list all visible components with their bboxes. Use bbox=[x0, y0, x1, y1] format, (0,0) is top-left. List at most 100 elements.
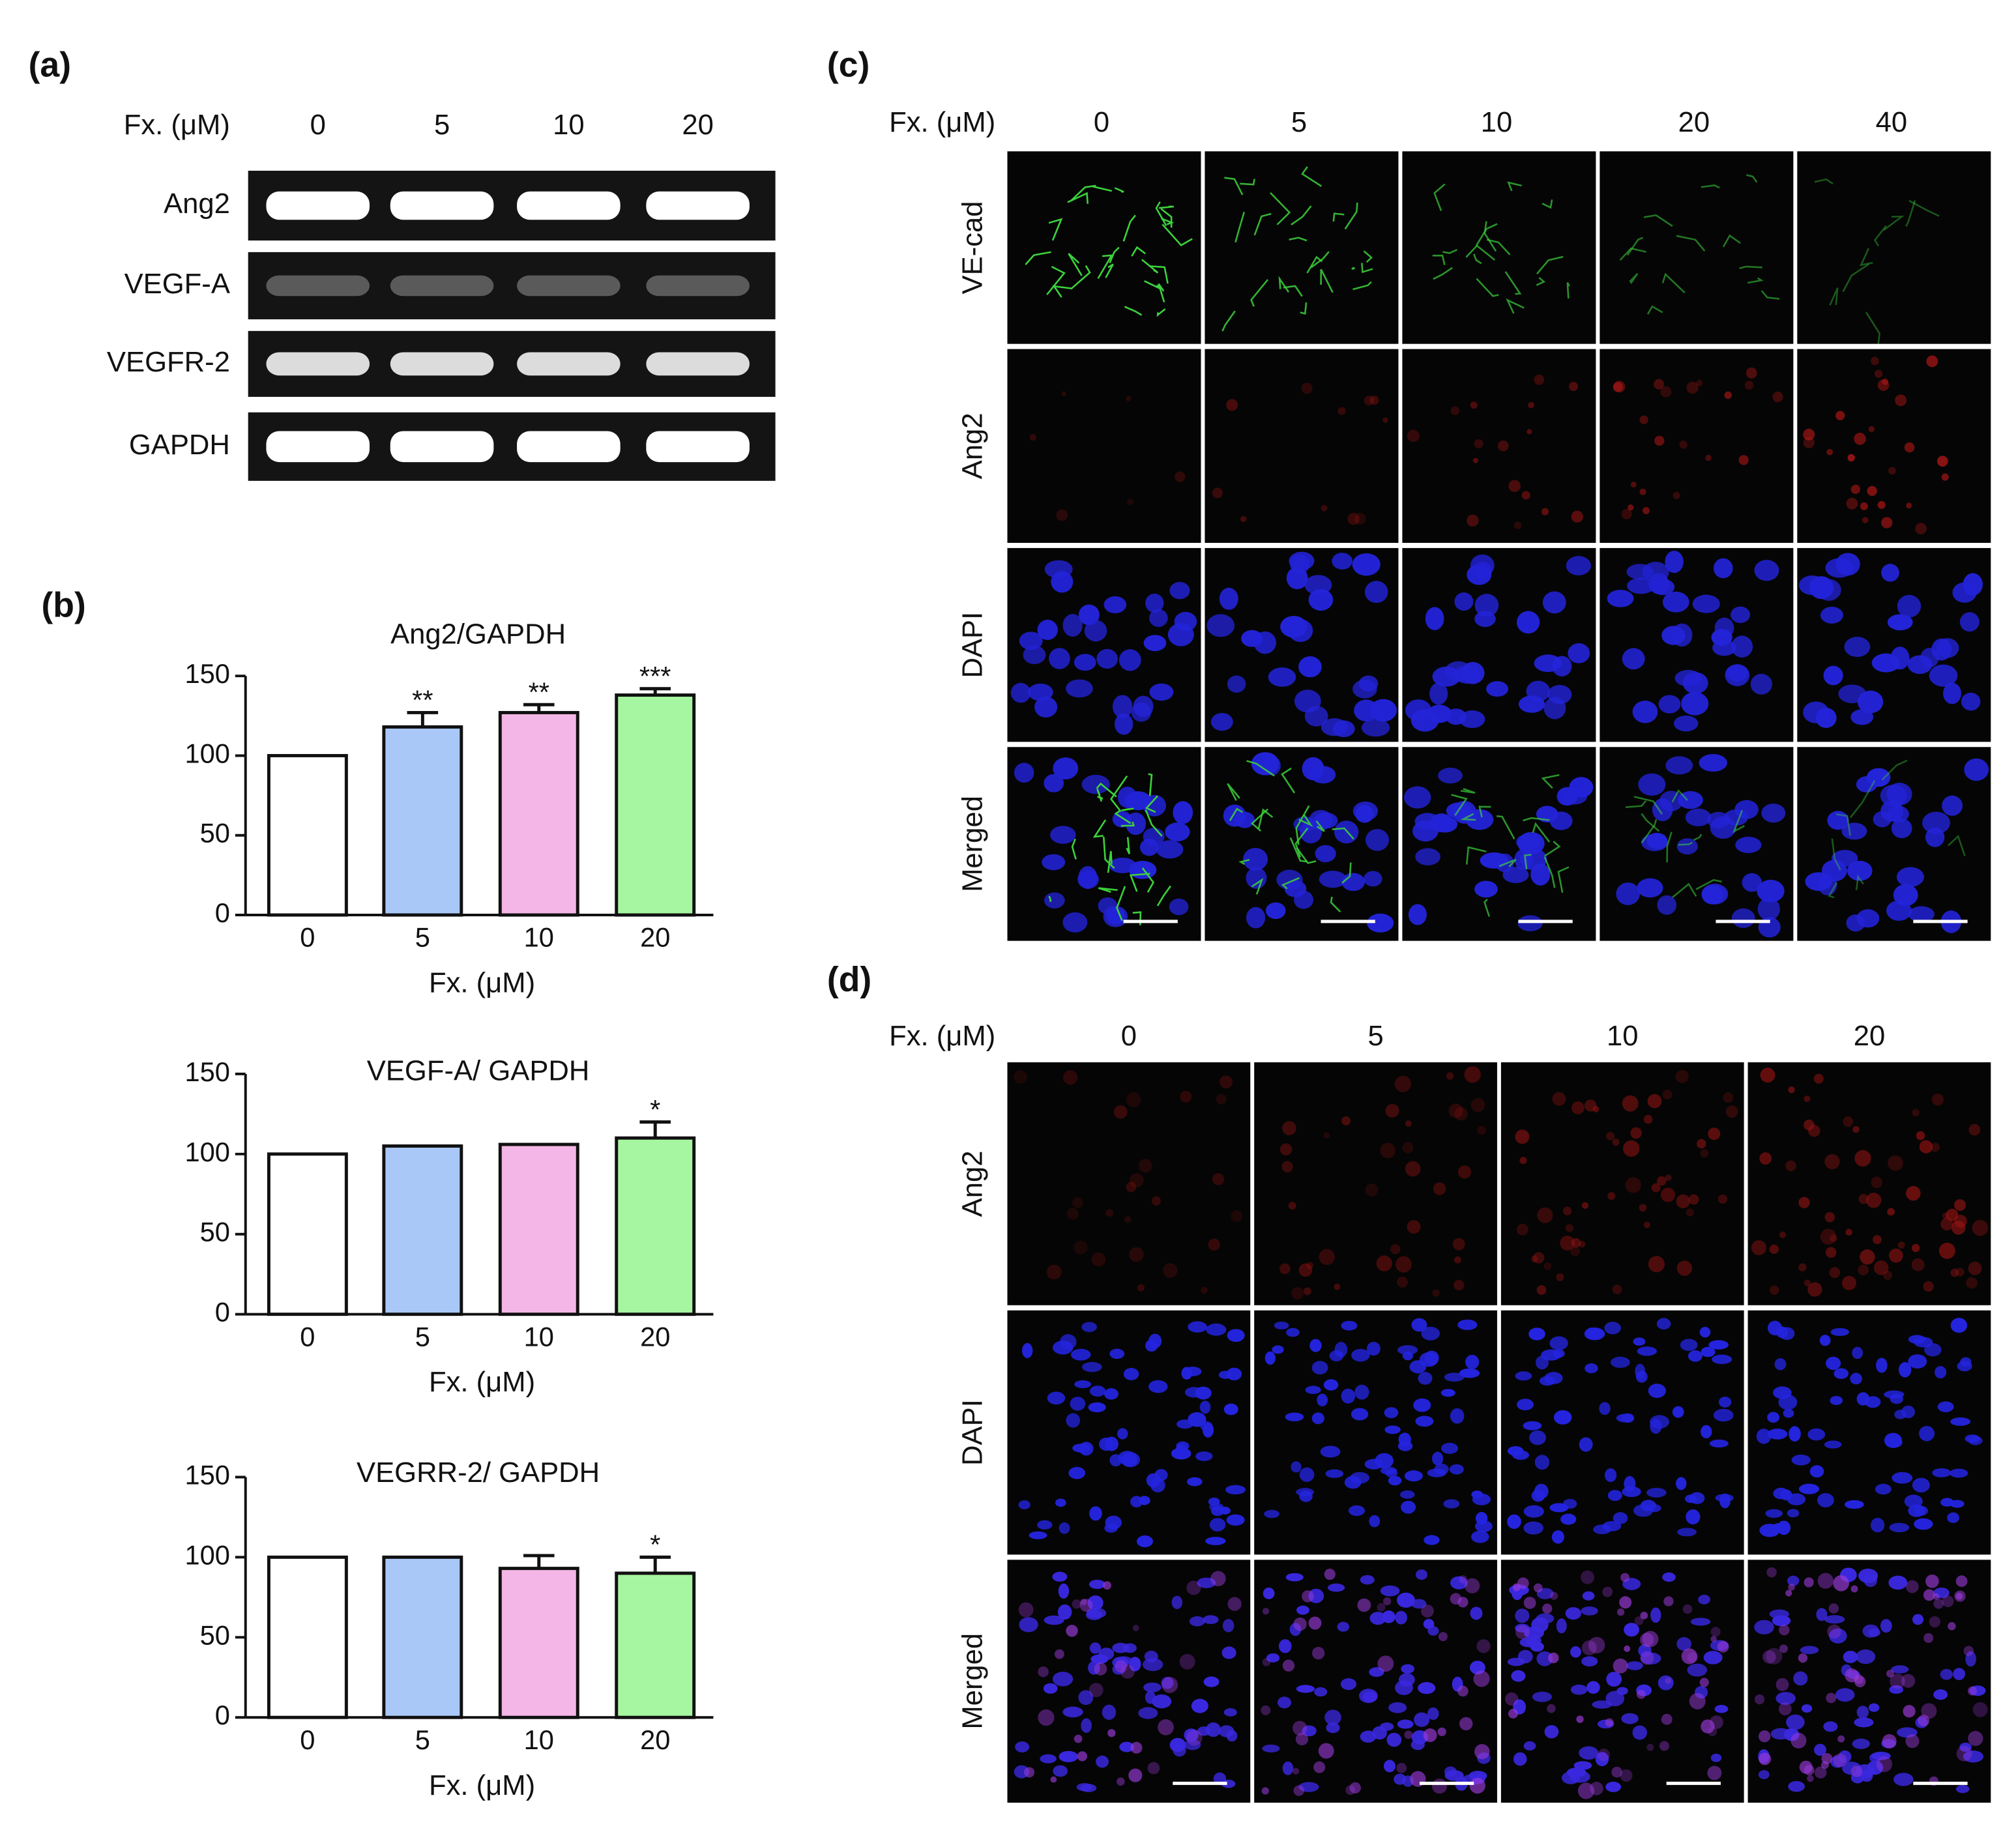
spot bbox=[1432, 1289, 1440, 1297]
nucleus bbox=[1364, 581, 1388, 603]
nucleus bbox=[1593, 1524, 1611, 1535]
spot bbox=[1050, 1776, 1057, 1783]
spot bbox=[1620, 1769, 1633, 1782]
spot bbox=[1080, 1599, 1087, 1606]
spot bbox=[1940, 1217, 1954, 1231]
nucleus bbox=[1096, 648, 1118, 669]
nucleus bbox=[1352, 679, 1377, 699]
fiber bbox=[1096, 782, 1117, 798]
nucleus bbox=[1579, 1437, 1593, 1452]
nucleus bbox=[1412, 821, 1439, 842]
row-label: Ang2 bbox=[164, 188, 230, 220]
nucleus bbox=[1703, 1651, 1723, 1664]
fiber bbox=[1693, 834, 1702, 841]
bar bbox=[498, 1567, 579, 1719]
nucleus bbox=[1450, 1408, 1465, 1424]
nucleus bbox=[1613, 1512, 1628, 1524]
x-tick-label: 0 bbox=[300, 922, 315, 953]
nucleus bbox=[1089, 1386, 1106, 1397]
spot bbox=[1349, 1782, 1361, 1794]
nucleus bbox=[1880, 785, 1907, 807]
nucleus bbox=[1340, 1678, 1357, 1691]
nucleus bbox=[1128, 860, 1157, 879]
nucleus bbox=[1536, 1651, 1553, 1666]
spot bbox=[1968, 1730, 1983, 1747]
spot bbox=[1751, 1240, 1766, 1255]
spot bbox=[1186, 1730, 1203, 1746]
nucleus bbox=[1819, 1335, 1831, 1346]
fiber bbox=[1250, 279, 1269, 307]
nucleus bbox=[1957, 1361, 1972, 1372]
nucleus bbox=[1657, 895, 1677, 915]
spot bbox=[1883, 1270, 1893, 1281]
nucleus bbox=[1770, 1728, 1792, 1740]
nucleus bbox=[1731, 635, 1753, 658]
nucleus bbox=[1856, 1392, 1870, 1406]
spot bbox=[1845, 1668, 1859, 1683]
spot bbox=[1377, 1655, 1394, 1672]
spot bbox=[1955, 1592, 1963, 1600]
spot bbox=[1581, 1640, 1597, 1655]
spot bbox=[1705, 454, 1712, 461]
fiber bbox=[1227, 783, 1240, 801]
fiber bbox=[1504, 271, 1522, 295]
spot bbox=[1686, 381, 1699, 394]
spot bbox=[1364, 395, 1375, 406]
nucleus bbox=[1225, 1485, 1246, 1495]
nucleus bbox=[1187, 1477, 1203, 1487]
nucleus bbox=[1296, 1685, 1315, 1693]
spot bbox=[1533, 1583, 1543, 1593]
spot bbox=[1262, 1608, 1270, 1615]
spot bbox=[1477, 1126, 1486, 1135]
fiber bbox=[1310, 251, 1330, 269]
spot bbox=[1901, 1674, 1916, 1688]
nucleus bbox=[1472, 562, 1492, 580]
nucleus bbox=[1846, 914, 1865, 932]
nucleus bbox=[1777, 1520, 1791, 1535]
nucleus bbox=[1366, 1341, 1381, 1356]
nucleus bbox=[1284, 880, 1307, 897]
band bbox=[517, 431, 621, 463]
y-tick-label: 0 bbox=[215, 897, 230, 928]
fiber bbox=[1098, 887, 1118, 893]
panel-label: (b) bbox=[41, 586, 85, 624]
lane-label: 20 bbox=[682, 109, 714, 141]
spot bbox=[1291, 1287, 1304, 1300]
nucleus bbox=[1635, 1371, 1648, 1383]
micrograph-bg bbox=[1600, 349, 1794, 543]
spot bbox=[1467, 514, 1479, 527]
column-label: 0 bbox=[1121, 1021, 1137, 1052]
spot bbox=[1905, 1580, 1919, 1593]
nucleus bbox=[1411, 1318, 1427, 1332]
spot bbox=[1433, 1182, 1446, 1195]
nucleus bbox=[1415, 1569, 1428, 1580]
spot bbox=[1548, 1652, 1559, 1664]
panel-label: (c) bbox=[827, 46, 869, 84]
nucleus bbox=[1124, 791, 1152, 811]
nucleus bbox=[1898, 1361, 1912, 1378]
band bbox=[517, 352, 621, 376]
nucleus bbox=[1440, 1442, 1459, 1454]
spot bbox=[1813, 1073, 1824, 1084]
nucleus bbox=[1246, 867, 1267, 889]
nucleus bbox=[1950, 1318, 1968, 1333]
spot bbox=[1846, 497, 1858, 510]
nucleus bbox=[1055, 1498, 1066, 1507]
spot bbox=[1640, 1612, 1648, 1619]
x-axis-label: Fx. (μM) bbox=[429, 1770, 535, 1801]
nucleus bbox=[1665, 756, 1693, 775]
spot bbox=[1759, 1752, 1772, 1765]
spot bbox=[1673, 491, 1680, 500]
nucleus bbox=[1418, 1682, 1436, 1694]
nucleus bbox=[1088, 1402, 1106, 1413]
spot bbox=[1854, 1150, 1871, 1167]
fiber bbox=[1341, 862, 1352, 884]
nucleus bbox=[1565, 1607, 1582, 1620]
spot bbox=[1895, 394, 1907, 407]
nucleus bbox=[1263, 1588, 1275, 1599]
spot bbox=[1827, 1624, 1841, 1639]
fiber bbox=[1855, 875, 1865, 891]
nucleus bbox=[1955, 1784, 1970, 1794]
nucleus bbox=[1830, 1328, 1850, 1336]
spot bbox=[1556, 1273, 1564, 1281]
